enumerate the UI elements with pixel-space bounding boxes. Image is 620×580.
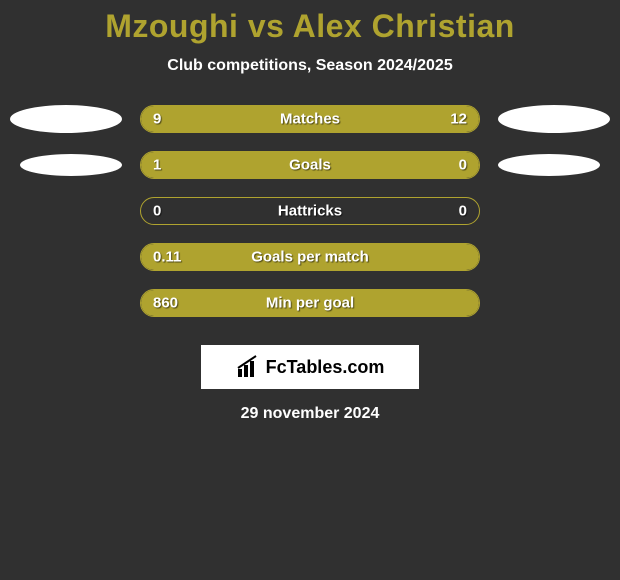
bar-chart-icon — [236, 355, 260, 379]
page-subtitle: Club competitions, Season 2024/2025 — [0, 57, 620, 75]
stat-rows: 9 Matches 12 1 Goals 0 0 Ha — [0, 105, 620, 335]
stat-right-value: 12 — [450, 111, 467, 128]
player-left-ellipse-icon — [20, 154, 122, 176]
comparison-infographic: Mzoughi vs Alex Christian Club competiti… — [0, 0, 620, 423]
fctables-logo: FcTables.com — [201, 345, 419, 389]
player-right-ellipse-icon — [498, 105, 610, 133]
bar-track: 0 Hattricks 0 — [140, 197, 480, 225]
player-left-ellipse-icon — [10, 105, 122, 133]
player-right-ellipse-icon — [498, 154, 600, 176]
stat-left-value: 9 — [153, 111, 161, 128]
stat-label: Hattricks — [278, 203, 342, 220]
stat-row-min-per-goal: 860 Min per goal — [140, 289, 480, 317]
stat-label: Matches — [280, 111, 340, 128]
stat-row-goals-per-match: 0.11 Goals per match — [140, 243, 480, 271]
bar-fill-right — [405, 152, 479, 178]
stat-row-hattricks: 0 Hattricks 0 — [140, 197, 480, 225]
bar-track: 9 Matches 12 — [140, 105, 480, 133]
stat-right-value: 0 — [459, 157, 467, 174]
stat-label: Goals per match — [251, 249, 369, 266]
logo-text: FcTables.com — [266, 357, 385, 378]
stat-row-matches: 9 Matches 12 — [10, 105, 610, 133]
stat-label: Min per goal — [266, 295, 354, 312]
bar-track: 0.11 Goals per match — [140, 243, 480, 271]
bar-fill-left — [141, 152, 405, 178]
date-text: 29 november 2024 — [0, 405, 620, 423]
stat-left-value: 1 — [153, 157, 161, 174]
stat-label: Goals — [289, 157, 331, 174]
page-title: Mzoughi vs Alex Christian — [0, 8, 620, 45]
stat-left-value: 860 — [153, 295, 178, 312]
bar-track: 860 Min per goal — [140, 289, 480, 317]
stat-left-value: 0 — [153, 203, 161, 220]
bar-track: 1 Goals 0 — [140, 151, 480, 179]
stat-left-value: 0.11 — [153, 249, 181, 266]
stat-row-goals: 1 Goals 0 — [10, 151, 610, 179]
stat-right-value: 0 — [459, 203, 467, 220]
